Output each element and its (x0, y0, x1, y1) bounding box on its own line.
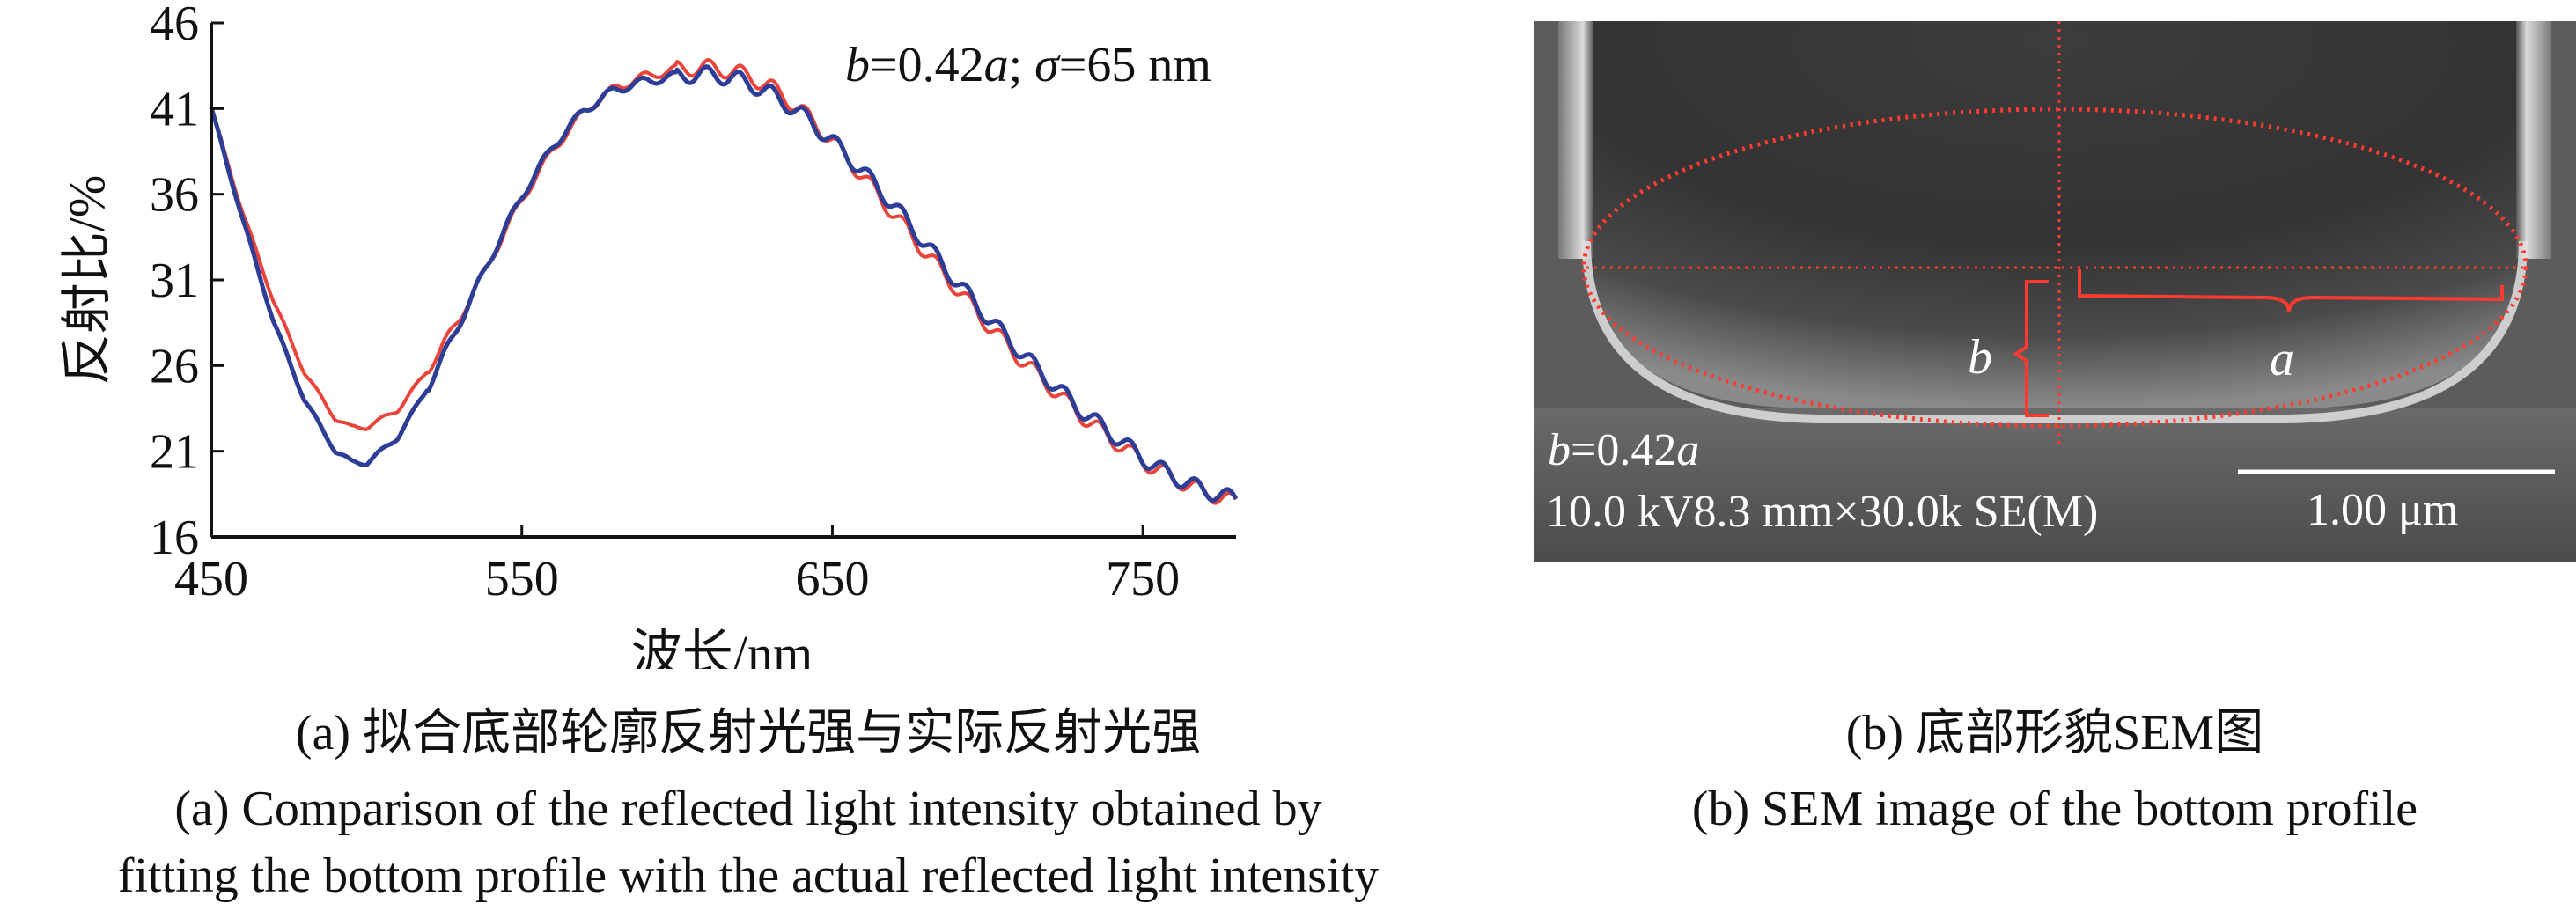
caption-b-en: (b) SEM image of the bottom profile (1691, 782, 2418, 836)
caption-b-cn: (b) 底部形貌SEM图 (1845, 706, 2264, 760)
chart-annotation: b=0.42a; σ=65 nm (845, 38, 1211, 92)
series-line-2 (209, 64, 1239, 503)
y-tick-label: 31 (150, 253, 199, 308)
y-tick-label: 16 (150, 511, 199, 565)
sem-info: 10.0 kV8.3 mm×30.0k SE(M) (1546, 487, 2099, 537)
y-tick-label: 46 (150, 0, 199, 51)
axis-ticks: 450 550 650 750 16 21 26 31 36 41 46 (150, 0, 1180, 606)
sem-scale-label: 1.00 μm (2307, 485, 2459, 535)
caption-a-en-2: fitting the bottom profile with the actu… (117, 849, 1380, 903)
y-tick-label: 26 (150, 339, 199, 393)
y-tick-label: 41 (150, 82, 199, 136)
x-tick-label: 750 (1106, 552, 1180, 606)
caption-a-en-1: (a) Comparison of the reflected light in… (174, 782, 1322, 836)
y-tick-label: 21 (150, 425, 199, 480)
x-tick-label: 450 (174, 552, 248, 606)
sem-ratio: b=0.42a (1548, 425, 1700, 475)
x-tick-label: 550 (485, 552, 559, 606)
sem-image (1534, 21, 2576, 562)
plot-series-group (209, 57, 1239, 505)
series-line-1 (210, 57, 1238, 505)
x-tick-label: 650 (795, 552, 869, 606)
sem-a-label: a (2270, 332, 2294, 386)
reflectance-chart: 450 550 650 750 16 21 26 31 36 41 46 b=0.42a; σ=65… (58, 0, 1239, 669)
sem-b-label: b (1968, 330, 1992, 385)
x-axis-label: 波长/nm (631, 625, 813, 669)
y-axis-label: 反射比/% (58, 175, 115, 385)
sem-image-panel: b a b=0.42a 10.0 kV8.3 mm×30.0k SE(M) 1.… (1534, 21, 2576, 562)
y-tick-label: 36 (150, 168, 199, 223)
caption-a-cn: (a) 拟合底部轮廓反射光强与实际反射光强 (295, 706, 1202, 760)
